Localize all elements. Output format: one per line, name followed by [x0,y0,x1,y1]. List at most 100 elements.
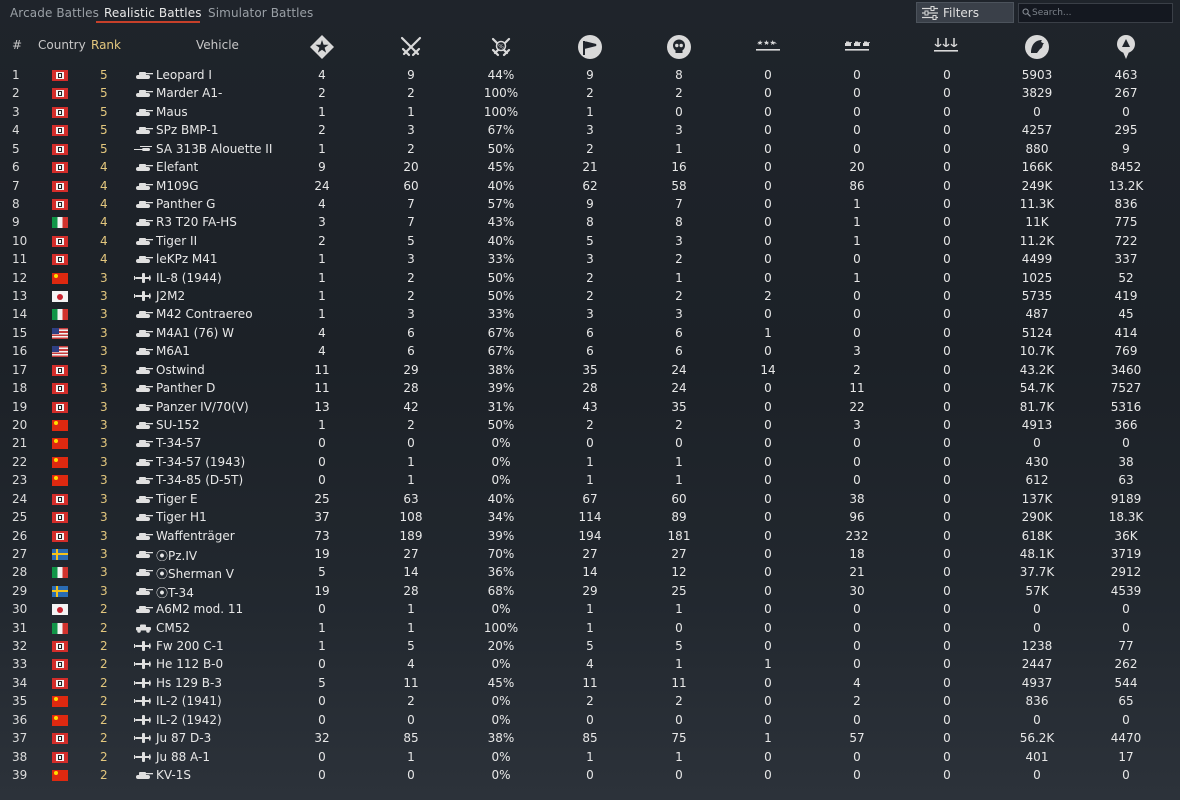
stat-cell: 1 [586,455,594,469]
stat-cell: 0 [943,418,951,432]
table-row[interactable]: 26 3 Waffenträger 73 189 39% 194 181 0 232 0 618… [0,527,1180,545]
table-row[interactable]: 35 2 IL-2 (1941) 0 2 0% 2 2 0 2 0 836 65 [0,692,1180,710]
table-row[interactable]: 16 3 M6A1 4 6 67% 6 6 0 3 0 10.7K 769 [0,342,1180,360]
stat-cell: 0 [764,621,772,635]
table-row[interactable]: 18 3 Panther D 11 28 39% 28 24 0 11 0 54.7K 7527 [0,379,1180,397]
victories-icon[interactable] [397,33,425,61]
stat-cell: 267 [1114,86,1138,100]
japan-flag-icon [52,604,68,615]
stat-cell: 0 [318,657,326,671]
table-row[interactable]: 10 4 Tiger II 2 5 40% 5 3 0 1 0 11.2K 722 [0,232,1180,250]
table-row[interactable]: 28 3 ⦿Sherman V 5 14 36% 14 12 0 21 0 37.7K 2912 [0,563,1180,581]
table-row[interactable]: 34 2 Hs 129 B-3 5 11 45% 11 11 0 4 0 4937 544 [0,674,1180,692]
air-kills-icon[interactable]: ★★★ [754,33,782,61]
stat-cell: 85 [403,731,419,745]
table-row[interactable]: 11 4 leKPz M41 1 3 33% 3 2 0 0 0 4499 337 [0,250,1180,268]
research-points-icon[interactable] [1023,33,1051,61]
table-row[interactable]: 25 3 Tiger H1 37 108 34% 114 89 0 96 0 290K 18.3K [0,508,1180,526]
table-row[interactable]: 20 3 SU-152 1 2 50% 2 2 0 3 0 4913 366 [0,416,1180,434]
tank-icon [136,440,153,447]
stat-cell: 11 [314,363,330,377]
stat-cell: 30 [849,584,865,598]
table-row[interactable]: 39 2 KV-1S 0 0 0% 0 0 0 0 0 0 0 [0,766,1180,784]
table-row[interactable]: 2 5 Marder A1- 2 2 100% 2 2 0 0 0 3829 267 [0,84,1180,102]
stat-cell: 2 [318,234,326,248]
table-row[interactable]: 6 4 Elefant 9 20 45% 21 16 0 20 0 166K 8452 [0,158,1180,176]
stat-cell: 54.7K [1019,381,1055,395]
table-row[interactable]: 12 3 IL-8 (1944) 1 2 50% 2 1 0 1 0 1025 52 [0,269,1180,287]
rank-value: 4 [100,252,108,266]
tab-realistic-battles[interactable]: Realistic Battles [104,6,202,20]
stat-cell: 11.2K [1019,234,1055,248]
win-rate-icon[interactable]: % [487,33,515,61]
vehicle-name: Ju 87 D-3 [156,731,212,745]
header-rank[interactable]: Rank [91,38,121,52]
table-row[interactable]: 38 2 Ju 88 A-1 0 1 0% 1 1 0 0 0 401 17 [0,748,1180,766]
table-row[interactable]: 7 4 M109G 24 60 40% 62 58 0 86 0 249K 13.2K [0,177,1180,195]
header-vehicle[interactable]: Vehicle [196,38,239,52]
table-row[interactable]: 19 3 Panzer IV/70(V) 13 42 31% 43 35 0 22 0 81.7… [0,398,1180,416]
stat-cell: 4257 [1021,123,1053,137]
table-row[interactable]: 36 2 IL-2 (1942) 0 0 0% 0 0 0 0 0 0 0 [0,711,1180,729]
china-flag-icon [52,420,68,431]
table-row[interactable]: 37 2 Ju 87 D-3 32 85 38% 85 75 1 57 0 56.2K 4470 [0,729,1180,747]
rank-value: 4 [100,197,108,211]
row-number: 6 [12,160,20,174]
table-row[interactable]: 3 5 Maus 1 1 100% 1 0 0 0 0 0 0 [0,103,1180,121]
stat-cell: 1 [318,271,326,285]
table-row[interactable]: 8 4 Panther G 4 7 57% 9 7 0 1 0 11.3K 836 [0,195,1180,213]
plane-icon [134,678,151,688]
stat-cell: 5 [586,234,594,248]
table-row[interactable]: 4 5 SPz BMP-1 2 3 67% 3 3 0 0 0 4257 295 [0,121,1180,139]
stat-cell: 2 [407,86,415,100]
stat-cell: 50% [487,142,515,156]
missions-icon[interactable] [308,33,336,61]
table-row[interactable]: 22 3 T-34-57 (1943) 0 1 0% 1 1 0 0 0 430 38 [0,453,1180,471]
stat-cell: 0 [407,436,415,450]
deaths-icon[interactable] [665,33,693,61]
table-row[interactable]: 29 3 ⦿T-34 19 28 68% 29 25 0 30 0 57K 4539 [0,582,1180,600]
rank-value: 2 [100,731,108,745]
table-row[interactable]: 27 3 ⦿Pz.IV 19 27 70% 27 27 0 18 0 48.1K 3719 [0,545,1180,563]
tab-simulator-battles[interactable]: Simulator Battles [208,6,314,20]
respawns-icon[interactable] [576,33,604,61]
tab-arcade-battles[interactable]: Arcade Battles [10,6,100,20]
stat-cell: 0 [675,105,683,119]
vehicle-name: Panzer IV/70(V) [156,400,249,414]
search-input[interactable] [1032,5,1168,21]
naval-kills-icon[interactable] [932,33,960,61]
ground-kills-icon[interactable] [843,33,871,61]
silver-lions-icon[interactable] [1112,33,1140,61]
stat-cell: 0 [853,105,861,119]
stat-cell: 0 [764,418,772,432]
table-row[interactable]: 21 3 T-34-57 0 0 0% 0 0 0 0 0 0 0 [0,434,1180,452]
stat-cell: 9 [318,160,326,174]
stat-cell: 100% [483,86,519,100]
table-row[interactable]: 9 4 R3 T20 FA-HS 3 7 43% 8 8 0 1 0 11K 775 [0,213,1180,231]
table-row[interactable]: 14 3 M42 Contraereo 1 3 33% 3 3 0 0 0 487 45 [0,305,1180,323]
vehicle-name: Panther D [156,381,216,395]
row-number: 19 [12,400,28,414]
table-row[interactable]: 13 3 J2M2 1 2 50% 2 2 2 0 0 5735 419 [0,287,1180,305]
table-row[interactable]: 31 2 CM52 1 1 100% 1 0 0 0 0 0 0 [0,619,1180,637]
filters-button[interactable]: Filters [916,2,1014,23]
table-row[interactable]: 33 2 He 112 B-0 0 4 0% 4 1 1 0 0 2447 262 [0,655,1180,673]
table-row[interactable]: 23 3 T-34-85 (D-5T) 0 1 0% 1 1 0 0 0 612 63 [0,471,1180,489]
stat-cell: 1 [764,326,772,340]
stat-cell: 29 [582,584,598,598]
stat-cell: 35 [671,400,687,414]
table-row[interactable]: 17 3 Ostwind 11 29 38% 35 24 14 2 0 43.2K 3460 [0,361,1180,379]
rank-value: 2 [100,639,108,653]
stat-cell: 2 [675,252,683,266]
vehicle-name: Waffenträger [156,529,235,543]
stat-cell: 43.2K [1019,363,1055,377]
header-country[interactable]: Country [38,38,86,52]
table-row[interactable]: 30 2 A6M2 mod. 11 0 1 0% 1 1 0 0 0 0 0 [0,600,1180,618]
table-row[interactable]: 24 3 Tiger E 25 63 40% 67 60 0 38 0 137K 9189 [0,490,1180,508]
table-row[interactable]: 1 5 Leopard I 4 9 44% 9 8 0 0 0 5903 463 [0,66,1180,84]
table-row[interactable]: 15 3 M4A1 (76) W 4 6 67% 6 6 1 0 0 5124 414 [0,324,1180,342]
row-number: 23 [12,473,28,487]
table-row[interactable]: 5 5 SA 313B Alouette II 1 2 50% 2 1 0 0 0 880 9 [0,140,1180,158]
stat-cell: 68% [487,584,515,598]
table-row[interactable]: 32 2 Fw 200 C-1 1 5 20% 5 5 0 0 0 1238 77 [0,637,1180,655]
